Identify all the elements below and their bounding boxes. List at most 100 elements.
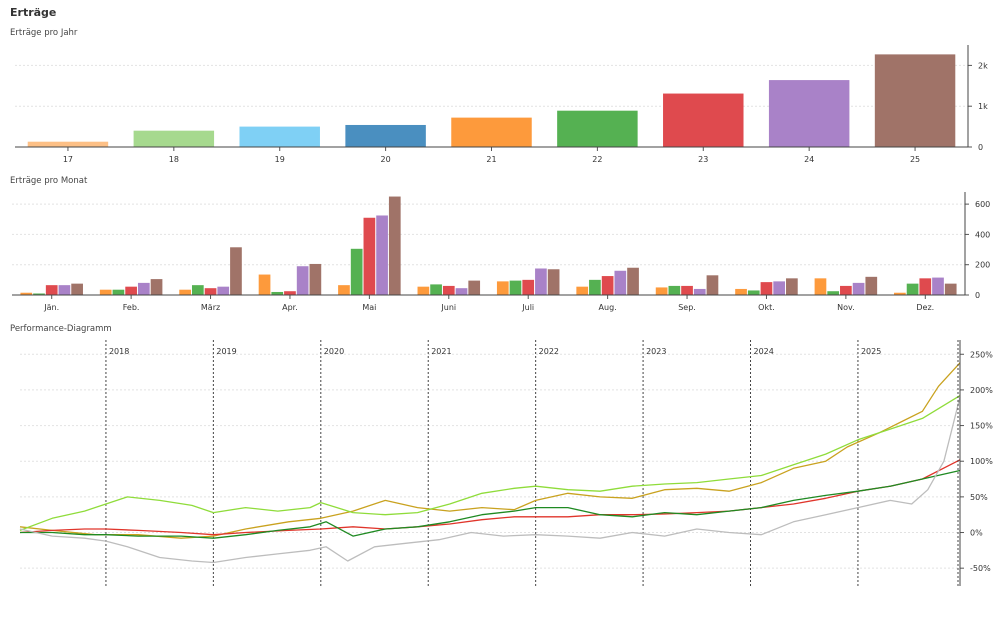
monthly-bar xyxy=(735,288,747,295)
yearly-bar xyxy=(557,110,638,147)
yearly-xtick-label: 18 xyxy=(169,155,179,164)
monthly-bar xyxy=(442,285,455,295)
monthly-bar xyxy=(601,276,614,295)
monthly-bar xyxy=(20,292,33,295)
monthly-bar xyxy=(932,277,944,295)
monthly-chart-title: Erträge pro Monat xyxy=(10,176,88,186)
yearly-bar xyxy=(451,117,532,147)
monthly-bar xyxy=(99,289,112,295)
performance-line-gray xyxy=(19,396,961,564)
monthly-bar xyxy=(309,263,322,295)
year-marker-label: 2024 xyxy=(754,347,774,356)
monthly-bar xyxy=(230,247,242,295)
monthly-bar xyxy=(906,283,919,295)
performance-line-lightgreen xyxy=(19,395,961,532)
yearly-chart-title: Erträge pro Jahr xyxy=(10,28,78,38)
monthly-bar xyxy=(814,278,827,295)
monthly-bar xyxy=(137,282,150,295)
monthly-bar xyxy=(786,278,798,295)
yearly-xtick-label: 23 xyxy=(698,155,708,164)
monthly-bar xyxy=(217,286,230,295)
monthly-bar xyxy=(150,279,163,295)
yearly-bar xyxy=(768,80,850,147)
monthly-bar xyxy=(747,290,760,295)
monthly-xtick-label: Feb. xyxy=(123,303,140,312)
monthly-bar xyxy=(760,282,773,295)
monthly-ytick-label: 600 xyxy=(975,200,990,209)
monthly-ytick-label: 200 xyxy=(975,261,990,270)
year-marker-label: 2022 xyxy=(539,347,559,356)
monthly-xtick-label: Okt. xyxy=(758,303,775,312)
monthly-xtick-label: Sep. xyxy=(678,303,696,312)
yearly-bar xyxy=(27,141,109,147)
monthly-bar xyxy=(388,196,401,295)
monthly-bar xyxy=(614,270,627,295)
monthly-bar xyxy=(125,286,137,295)
monthly-xtick-label: März xyxy=(201,303,220,312)
monthly-bar xyxy=(376,215,388,295)
monthly-bar xyxy=(58,285,71,295)
monthly-bar xyxy=(496,281,509,295)
yearly-xtick-label: 25 xyxy=(910,155,920,164)
yearly-ytick-label: 1k xyxy=(978,102,988,111)
yearly-bar xyxy=(874,54,956,147)
monthly-bar xyxy=(33,293,45,295)
monthly-bar xyxy=(509,280,522,295)
monthly-bar xyxy=(681,285,693,295)
monthly-bar xyxy=(840,285,852,295)
monthly-bar xyxy=(547,269,560,295)
monthly-bar xyxy=(350,248,363,295)
monthly-bar xyxy=(71,283,83,295)
monthly-bar xyxy=(627,267,639,295)
monthly-bar xyxy=(706,275,719,295)
monthly-bar xyxy=(271,291,284,295)
monthly-bar xyxy=(296,266,309,295)
yearly-xtick-label: 19 xyxy=(275,155,285,164)
yearly-bar xyxy=(133,130,215,147)
monthly-bar xyxy=(45,285,58,295)
monthly-bar xyxy=(468,280,481,295)
monthly-bar xyxy=(535,268,547,295)
year-marker-label: 2019 xyxy=(216,347,236,356)
monthly-bar xyxy=(284,291,296,295)
yearly-xtick-label: 21 xyxy=(486,155,496,164)
monthly-bar xyxy=(191,285,204,295)
performance-line-red xyxy=(19,459,961,536)
monthly-bar xyxy=(668,285,681,295)
monthly-bar xyxy=(919,278,932,295)
yearly-xtick-label: 22 xyxy=(592,155,602,164)
monthly-bar xyxy=(179,289,191,295)
performance-line-darkgreen xyxy=(20,469,961,539)
monthly-xtick-label: Mai xyxy=(362,303,376,312)
monthly-bar xyxy=(865,276,878,295)
monthly-bar xyxy=(522,279,535,295)
monthly-bar xyxy=(693,288,706,295)
monthly-bar xyxy=(852,282,865,295)
performance-ytick-label: 250% xyxy=(970,350,993,359)
monthly-bar xyxy=(773,281,786,295)
monthly-xtick-label: Juli xyxy=(521,303,534,312)
yearly-xtick-label: 24 xyxy=(804,155,814,164)
performance-ytick-label: 200% xyxy=(970,386,993,395)
yearly-bar xyxy=(663,93,744,147)
performance-line-gold xyxy=(19,362,961,539)
monthly-xtick-label: Juni xyxy=(440,303,456,312)
year-marker-label: 2021 xyxy=(431,347,451,356)
performance-ytick-label: 50% xyxy=(970,493,988,502)
performance-ytick-label: 100% xyxy=(970,457,993,466)
year-marker-label: 2018 xyxy=(109,347,129,356)
monthly-ytick-label: 400 xyxy=(975,230,990,239)
monthly-xtick-label: Jän. xyxy=(43,303,59,312)
monthly-bar xyxy=(589,279,601,295)
yearly-ytick-label: 2k xyxy=(978,61,988,70)
monthly-bar xyxy=(258,274,271,295)
monthly-bar xyxy=(338,285,350,295)
yearly-xtick-label: 20 xyxy=(381,155,391,164)
performance-ytick-label: -50% xyxy=(970,564,991,573)
yearly-bar xyxy=(239,126,320,147)
performance-chart-title: Performance-Diagramm xyxy=(10,324,112,334)
monthly-bar xyxy=(363,217,376,295)
page-title: Erträge xyxy=(10,6,57,19)
yearly-xtick-label: 17 xyxy=(63,155,73,164)
